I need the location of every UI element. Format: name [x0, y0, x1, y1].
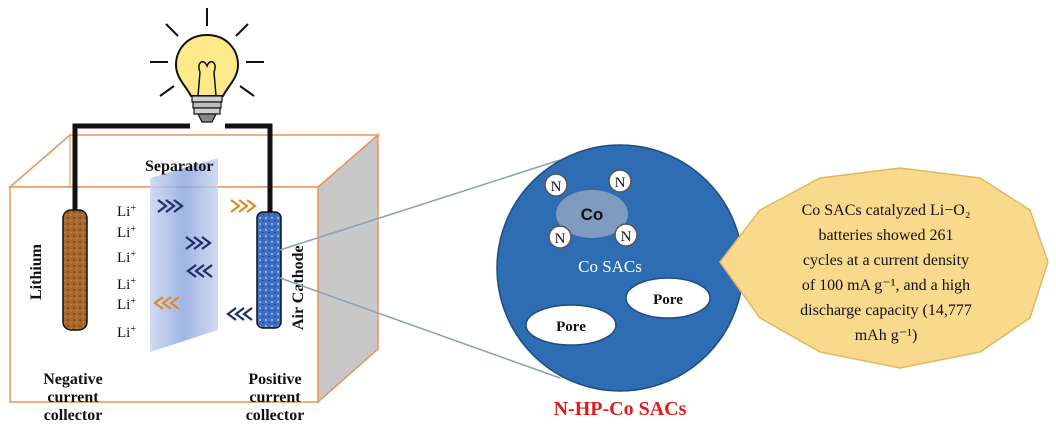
positive-collector-line: collector	[246, 407, 305, 421]
air-cathode-label: Air Cathode	[290, 245, 307, 330]
ion-flow-right-arrow-icon	[157, 199, 184, 213]
ion-label: Li+	[117, 249, 136, 267]
cobalt-label: Co	[581, 205, 604, 224]
negative-collector-line: current	[47, 389, 99, 406]
cobalt-atom	[556, 190, 628, 238]
nitrogen-atom: N	[548, 225, 572, 249]
zoom-line-bottom	[279, 277, 561, 379]
separator-label: Separator	[145, 158, 213, 175]
ion-flow-right-arrow-icon	[185, 236, 212, 250]
positive-wire	[225, 123, 273, 214]
nitrogen-atom: N	[544, 173, 568, 197]
ion-flow-left-arrow-icon	[226, 307, 253, 321]
pore: Pore	[625, 277, 711, 319]
negative-collector-label: Negative current collector	[43, 371, 103, 424]
lithium-label: Lithium	[28, 243, 45, 300]
svg-text:N: N	[555, 231, 566, 247]
callout-line: Co SACs catalyzed Li−O₂	[802, 202, 971, 219]
callout-text: Co SACs catalyzed Li−O₂ batteries showed…	[800, 202, 972, 344]
negative-collector-line: Negative	[43, 371, 103, 388]
callout-line: discharge capacity (14,777	[800, 302, 972, 319]
negative-wire	[72, 123, 190, 212]
ion-flow-left-orange-arrow-icon	[153, 296, 180, 310]
lithium-ion-labels: Li+ Li+ Li+ Li+ Li+ Li+	[117, 203, 136, 342]
positive-collector-line: Positive	[248, 371, 301, 388]
air-cathode-electrode	[256, 211, 282, 329]
magnified-catalyst-view: Co N N N N Co SACs Pore Pore	[496, 144, 744, 392]
nitrogen-atom: N	[614, 223, 638, 247]
lithium-anode	[62, 209, 88, 331]
catalyst-caption: N-HP-Co SACs	[554, 398, 687, 420]
ion-label: Li+	[117, 224, 136, 242]
svg-text:Pore: Pore	[556, 319, 586, 335]
callout-line: of 100 mA g⁻¹, and a high	[802, 277, 970, 294]
ion-label: Li+	[117, 276, 136, 294]
callout-line: batteries showed 261	[818, 227, 953, 244]
separator-membrane	[150, 158, 218, 352]
callout-line: mAh g⁻¹)	[855, 327, 918, 344]
svg-text:N: N	[551, 179, 562, 195]
results-callout: Co SACs catalyzed Li−O₂ batteries showed…	[719, 167, 1049, 369]
callout-line: cycles at a current density	[803, 252, 969, 269]
light-bulb-icon	[150, 8, 264, 123]
zoom-line-top	[279, 159, 561, 251]
ion-label: Li+	[117, 296, 136, 314]
nitrogen-atom: N	[608, 169, 632, 193]
callout-shape	[719, 167, 1049, 369]
ion-flow-right-orange-arrow-icon	[230, 199, 257, 213]
positive-collector-label: Positive current collector	[246, 371, 305, 424]
svg-text:N: N	[615, 175, 626, 191]
ion-flow-left-arrow-icon	[186, 264, 213, 278]
positive-collector-line: current	[249, 389, 301, 406]
ion-label: Li+	[117, 203, 136, 221]
ion-label: Li+	[117, 324, 136, 342]
negative-collector-line: collector	[44, 407, 103, 421]
co-sacs-label: Co SACs	[578, 257, 642, 276]
pore: Pore	[525, 304, 617, 346]
svg-text:N: N	[621, 229, 632, 245]
svg-text:Pore: Pore	[653, 292, 683, 308]
